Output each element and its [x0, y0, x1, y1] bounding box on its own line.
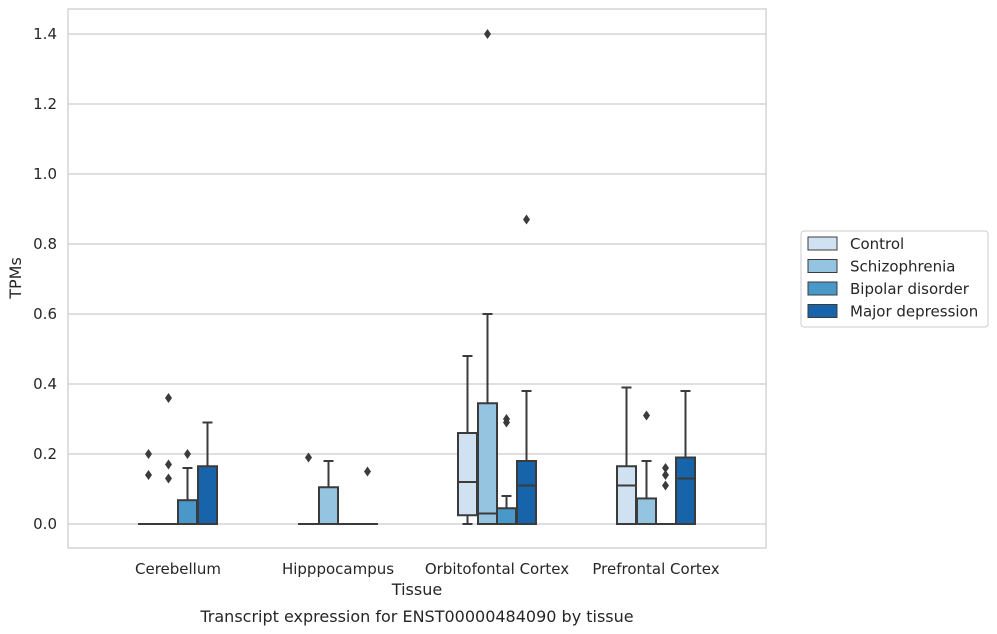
- legend-label: Bipolar disorder: [850, 280, 970, 298]
- box: [516, 460, 537, 525]
- box: [457, 432, 478, 517]
- outlier-point: [662, 480, 669, 491]
- outlier-point: [145, 470, 152, 480]
- box-group: [298, 452, 319, 526]
- y-tick-label: 0.0: [33, 515, 57, 533]
- box-group: [477, 29, 498, 525]
- legend: Control Schizophrenia Bipolar disorder Majo…: [800, 230, 989, 328]
- y-tick-label: 0.2: [33, 445, 57, 463]
- legend-frame: [800, 230, 989, 328]
- outlier-point: [523, 214, 530, 225]
- box-group: [158, 393, 179, 526]
- box-group: [138, 449, 159, 526]
- box: [496, 507, 517, 525]
- legend-label: Control: [850, 235, 904, 253]
- box-group: [675, 390, 696, 525]
- plot-area: [67, 8, 767, 549]
- y-axis-ticks: 0.0 0.2 0.4 0.6 0.8 1.0 1.2 1.4: [33, 25, 57, 533]
- box: [197, 465, 218, 525]
- outlier-point: [662, 470, 669, 480]
- box-group: [318, 460, 339, 525]
- chart-caption: Transcript expression for ENST0000048409…: [199, 607, 633, 626]
- legend-label: Schizophrenia: [850, 258, 955, 276]
- legend-swatch: [807, 304, 838, 318]
- box-group: [197, 421, 218, 525]
- box: [177, 499, 198, 526]
- outlier-point: [643, 410, 650, 421]
- box-group: [616, 386, 637, 525]
- outlier-point: [364, 466, 371, 477]
- y-axis-label: TPMs: [6, 257, 25, 300]
- boxes: [138, 29, 696, 526]
- y-tick-label: 0.8: [33, 235, 57, 253]
- y-tick-label: 1.4: [33, 25, 57, 43]
- box: [675, 456, 696, 525]
- y-tick-label: 1.2: [33, 95, 57, 113]
- box: [616, 465, 637, 525]
- outlier-point: [662, 463, 669, 473]
- outlier-point: [165, 459, 172, 470]
- legend-swatch: [807, 259, 838, 273]
- legend-swatch: [807, 236, 838, 251]
- box-group: [496, 414, 517, 525]
- legend-swatch: [807, 281, 838, 296]
- box-group: [457, 355, 478, 525]
- outlier-point: [165, 393, 172, 403]
- x-tick-label: Cerebellum: [135, 560, 221, 578]
- x-axis-label: Tissue: [391, 580, 442, 599]
- box-group: [655, 463, 676, 526]
- legend-label: Major depression: [850, 303, 978, 321]
- outlier-point: [145, 449, 152, 459]
- box: [477, 402, 498, 525]
- outlier-point: [165, 473, 172, 484]
- x-tick-label: Prefrontal Cortex: [592, 560, 719, 578]
- box: [636, 497, 657, 526]
- outlier-point: [305, 452, 312, 463]
- box: [318, 486, 339, 525]
- outlier-point: [484, 29, 491, 39]
- outlier-point: [503, 414, 510, 424]
- x-tick-label: Orbitofontal Cortex: [425, 560, 569, 578]
- y-tick-label: 1.0: [33, 165, 57, 183]
- y-tick-label: 0.6: [33, 305, 57, 323]
- gridlines: [68, 33, 766, 525]
- outlier-point: [184, 449, 191, 459]
- box-group: [636, 410, 657, 526]
- y-tick-label: 0.4: [33, 375, 57, 393]
- x-tick-label: Hipppocampus: [282, 560, 394, 578]
- box-group: [357, 466, 378, 526]
- box-group: [516, 214, 537, 525]
- box-group: [177, 449, 198, 526]
- x-axis-ticks: Cerebellum Hipppocampus Orbitofontal Corte…: [135, 560, 720, 578]
